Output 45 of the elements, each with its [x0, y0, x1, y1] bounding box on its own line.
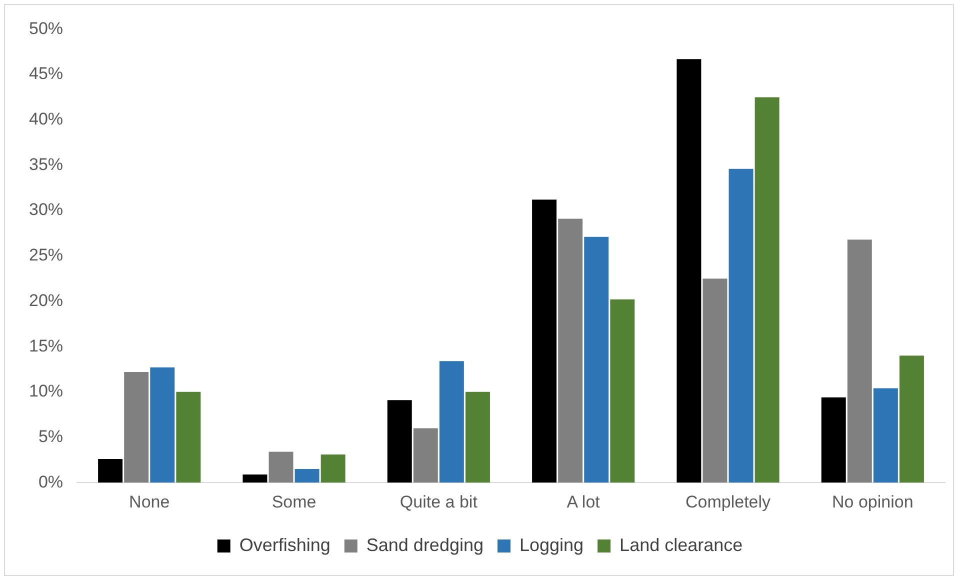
bar — [728, 168, 754, 483]
bar — [676, 59, 702, 483]
x-tick-label: None — [129, 492, 170, 512]
y-tick-label: 0% — [38, 472, 64, 492]
bar — [387, 400, 412, 483]
y-tick-label: 50% — [28, 18, 64, 38]
y-tick-label: 20% — [28, 290, 64, 310]
y-tick-label: 30% — [28, 200, 64, 220]
bar — [821, 397, 846, 483]
bar — [532, 200, 557, 483]
bar — [754, 97, 780, 483]
bar — [294, 469, 320, 483]
y-tick-label: 45% — [28, 64, 64, 84]
x-tick-label: Some — [272, 492, 316, 512]
bar — [150, 367, 175, 483]
y-tick-label: 15% — [28, 336, 64, 356]
bar — [98, 459, 123, 483]
legend-label: Land clearance — [620, 534, 743, 555]
bar — [413, 428, 438, 483]
x-tick-label: No opinion — [832, 492, 914, 512]
bar — [899, 356, 924, 483]
bar — [176, 392, 201, 483]
legend-label: Logging — [519, 534, 584, 555]
y-tick-label: 25% — [28, 246, 64, 265]
bar — [439, 361, 464, 483]
bar — [847, 240, 872, 483]
bar — [610, 299, 635, 483]
bar — [268, 452, 294, 483]
bar — [242, 474, 268, 483]
x-tick-label: Completely — [685, 492, 772, 512]
bar — [466, 392, 490, 483]
bar — [558, 218, 583, 483]
legend-label: Overfishing — [239, 534, 330, 555]
legend-label: Sand dredging — [366, 534, 484, 555]
y-tick-label: 5% — [38, 426, 64, 446]
y-tick-label: 35% — [28, 154, 64, 174]
x-tick-label: Quite a bit — [400, 492, 478, 512]
y-tick-label: 10% — [28, 382, 64, 401]
bar — [124, 372, 149, 483]
y-tick-label: 40% — [28, 110, 64, 129]
bar — [702, 278, 728, 483]
bar — [584, 236, 609, 483]
bar — [873, 388, 898, 483]
bar — [320, 454, 346, 483]
x-tick-label: A lot — [566, 492, 600, 512]
